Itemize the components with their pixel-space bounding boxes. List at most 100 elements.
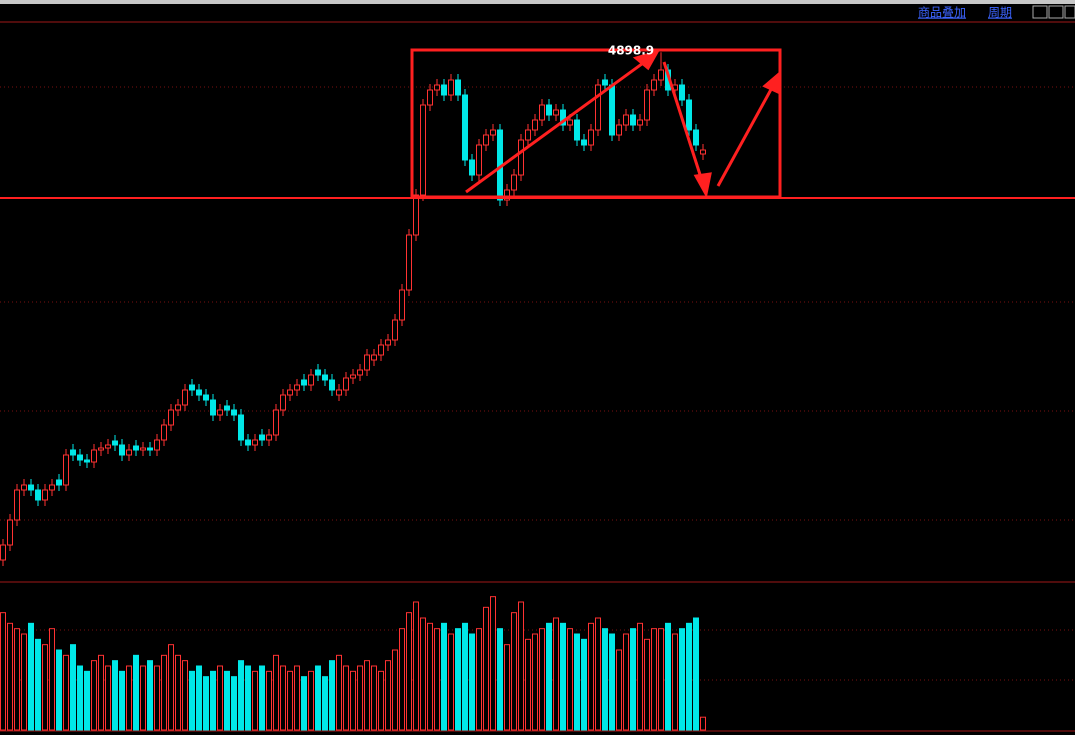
volume-bar xyxy=(406,612,412,731)
annotations xyxy=(0,48,1075,199)
candle-body xyxy=(364,354,370,371)
candle-body xyxy=(455,79,461,96)
arrow xyxy=(716,83,776,187)
volume-bar xyxy=(63,654,69,731)
volume-bar xyxy=(287,670,293,731)
volume-bar xyxy=(315,665,321,731)
volume-bar xyxy=(77,665,83,731)
volume-bar xyxy=(469,633,475,731)
volume-bar xyxy=(196,665,202,731)
volume-bar xyxy=(336,654,342,731)
volume-bar xyxy=(294,665,300,731)
volume-bar xyxy=(14,628,20,731)
candle-body xyxy=(161,424,167,441)
candle-body xyxy=(609,84,615,136)
candle-body xyxy=(119,444,125,456)
candle-body xyxy=(581,139,587,146)
volume-bar xyxy=(581,638,587,731)
candle-body xyxy=(378,344,384,356)
candle-body xyxy=(98,447,104,451)
volume-bar xyxy=(147,660,153,731)
arrow-head xyxy=(632,49,661,71)
volume-bar xyxy=(126,665,132,731)
volume-bar xyxy=(0,612,6,731)
candle-body xyxy=(315,369,321,376)
candle-body xyxy=(504,189,510,201)
volume-bar xyxy=(371,665,377,731)
volume-bar xyxy=(455,628,461,731)
volume-bar xyxy=(602,628,608,731)
candle-body xyxy=(588,129,594,146)
volume-bar xyxy=(595,617,601,731)
volume-bar xyxy=(119,670,125,731)
volume-bar xyxy=(70,644,76,731)
volume-bar xyxy=(98,654,104,731)
candle-body xyxy=(350,374,356,379)
arrow-head xyxy=(693,172,712,199)
volume-bar xyxy=(532,633,538,731)
candle-body xyxy=(63,454,69,486)
candle-body xyxy=(42,489,48,501)
volume-bar xyxy=(588,622,594,731)
volume-bar xyxy=(7,622,13,731)
volume-bar xyxy=(658,628,664,731)
candle-body xyxy=(14,489,20,521)
volume-bar xyxy=(483,606,489,731)
candle-body xyxy=(490,129,496,136)
volume-bar xyxy=(420,617,426,731)
menu-button[interactable] xyxy=(1064,5,1075,19)
next-button[interactable] xyxy=(1048,5,1064,19)
top-border xyxy=(0,0,1075,4)
candle-body xyxy=(0,544,6,561)
volume-bar xyxy=(378,670,384,731)
volume-bar xyxy=(546,622,552,731)
volume-bar xyxy=(154,665,160,731)
volume-bar xyxy=(434,628,440,731)
volume-bar xyxy=(560,622,566,731)
candle-body xyxy=(252,439,258,446)
volume-bar xyxy=(644,638,650,731)
candle-body xyxy=(483,134,489,146)
candle-body xyxy=(469,159,475,176)
candle-body xyxy=(294,384,300,391)
candle-body xyxy=(210,399,216,416)
candle-body xyxy=(511,174,517,191)
volume-bar xyxy=(700,716,706,731)
volume-bar xyxy=(630,628,636,731)
candle-body xyxy=(448,79,454,96)
candle-body xyxy=(189,384,195,391)
volume-bar xyxy=(35,638,41,731)
candle-body xyxy=(518,139,524,176)
candle-body xyxy=(112,440,118,446)
volume-bar xyxy=(217,665,223,731)
volume-bar xyxy=(182,660,188,731)
volume-bar xyxy=(329,660,335,731)
volume-bar xyxy=(504,644,510,731)
period-button[interactable]: 周期 xyxy=(988,6,1012,20)
candle-body xyxy=(133,445,139,451)
candle-body xyxy=(203,394,209,401)
volume-bar xyxy=(91,660,97,731)
prev-button[interactable] xyxy=(1032,5,1048,19)
volume-bar xyxy=(672,633,678,731)
marks xyxy=(0,52,706,731)
candle-body xyxy=(182,389,188,406)
candle-body xyxy=(574,119,580,141)
volume-bar xyxy=(28,622,34,731)
candle-body xyxy=(84,459,90,463)
candle-body xyxy=(308,374,314,386)
candle-body xyxy=(385,339,391,346)
candle-body xyxy=(686,99,692,131)
candle-body xyxy=(651,79,657,91)
volume-bar xyxy=(623,633,629,731)
candle-body xyxy=(539,104,545,121)
candle-body xyxy=(441,84,447,96)
volume-bar xyxy=(175,654,181,731)
volume-bar xyxy=(441,622,447,731)
volume-bar xyxy=(364,660,370,731)
candle-body xyxy=(168,409,174,426)
candle-body xyxy=(553,109,559,116)
overlay-button[interactable]: 商品叠加 xyxy=(918,5,966,20)
volume-bar xyxy=(168,644,174,731)
